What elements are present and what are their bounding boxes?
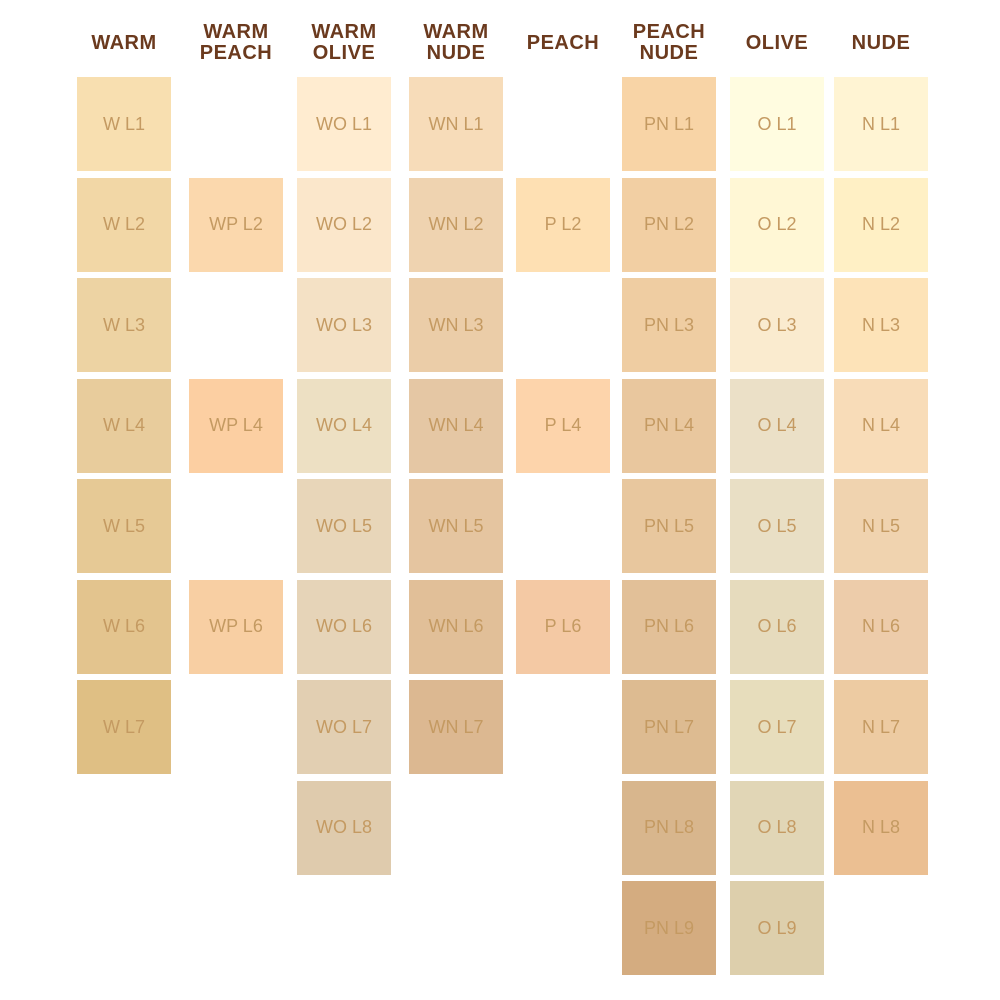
swatch: N L6 [834,579,928,674]
header-line: WARM [91,32,157,54]
column-header: WARM NUDE [401,22,511,64]
swatch: P L6 [516,579,610,674]
column-header: PEACH [508,33,618,54]
header-line: OLIVE [312,42,376,64]
swatch: P L2 [516,177,610,272]
header-line: OLIVE [745,32,809,54]
swatch: WN L7 [409,680,503,774]
swatch: O L9 [730,881,824,975]
column-header: WARM OLIVE [289,22,399,64]
swatch: O L3 [730,278,824,372]
swatch: PN L5 [622,479,716,573]
header-line: PEACH [632,21,706,43]
header-line: NUDE [426,42,486,64]
swatch: W L1 [77,77,171,171]
swatch: PN L6 [622,579,716,674]
swatch: N L4 [834,378,928,473]
swatch: O L5 [730,479,824,573]
swatch: PN L7 [622,680,716,774]
column-header: OLIVE [722,33,832,54]
header-line: NUDE [639,42,699,64]
swatch: WO L7 [297,680,391,774]
header-line: WARM [311,21,377,43]
swatch: PN L1 [622,77,716,171]
swatch: P L4 [516,378,610,473]
swatch: PN L4 [622,378,716,473]
swatch: PN L8 [622,780,716,875]
swatch: W L6 [77,579,171,674]
swatch: WO L3 [297,278,391,372]
swatch: WP L6 [189,579,283,674]
swatch: WN L3 [409,278,503,372]
swatch: WO L5 [297,479,391,573]
header-line: WARM [423,21,489,43]
swatch: O L1 [730,77,824,171]
swatch: W L4 [77,378,171,473]
swatch: N L7 [834,680,928,774]
swatch: O L6 [730,579,824,674]
swatch: W L7 [77,680,171,774]
swatch: WO L2 [297,177,391,272]
swatch: O L8 [730,780,824,875]
swatch: WN L4 [409,378,503,473]
column-header: PEACH NUDE [614,22,724,64]
swatch: PN L9 [622,881,716,975]
column-header: NUDE [826,33,936,54]
column-header: WARM PEACH [181,22,291,64]
swatch: N L8 [834,780,928,875]
header-line: NUDE [851,32,911,54]
swatch: O L2 [730,177,824,272]
swatch: PN L3 [622,278,716,372]
swatch: W L3 [77,278,171,372]
swatch: N L5 [834,479,928,573]
swatch: N L2 [834,177,928,272]
header-line: PEACH [526,32,600,54]
header-line: PEACH [199,42,273,64]
swatch: WO L1 [297,77,391,171]
header-line: WARM [203,21,269,43]
column-header: WARM [69,33,179,54]
swatch: WN L5 [409,479,503,573]
swatch: WO L4 [297,378,391,473]
swatch: WN L1 [409,77,503,171]
swatch: O L7 [730,680,824,774]
swatch: WP L2 [189,177,283,272]
swatch: W L5 [77,479,171,573]
swatch: N L3 [834,278,928,372]
swatch: W L2 [77,177,171,272]
swatch: O L4 [730,378,824,473]
swatch: PN L2 [622,177,716,272]
swatch: WO L8 [297,780,391,875]
swatch: WO L6 [297,579,391,674]
swatch: WN L6 [409,579,503,674]
swatch: WP L4 [189,378,283,473]
swatch: WN L2 [409,177,503,272]
swatch: N L1 [834,77,928,171]
